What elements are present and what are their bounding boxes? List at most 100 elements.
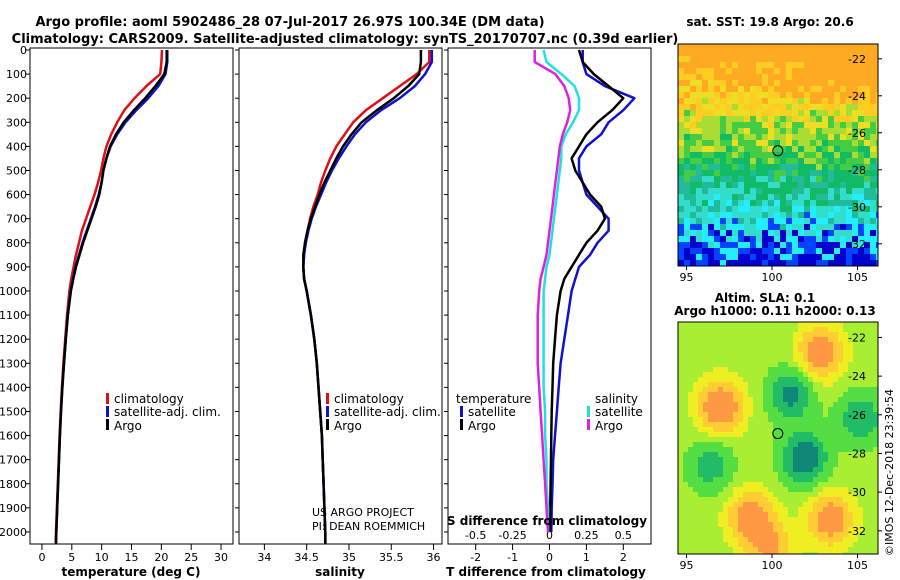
sla-cell — [743, 432, 748, 437]
sla-cell — [833, 552, 838, 554]
sst-cell — [738, 158, 744, 164]
sst-cell — [726, 116, 732, 122]
sla-cell — [863, 552, 868, 554]
sla-cell — [728, 542, 733, 547]
sla-cell — [783, 532, 788, 537]
sla-cell — [773, 457, 778, 462]
sst-cell — [870, 176, 876, 182]
sla-cell — [853, 547, 858, 552]
sla-cell — [723, 502, 728, 507]
sla-cell — [858, 487, 863, 492]
sla-cell — [748, 357, 753, 362]
sst-cell — [696, 170, 702, 176]
sla-cell — [798, 507, 803, 512]
sla-cell — [848, 442, 853, 447]
sst-cell — [840, 56, 846, 62]
sst-cell — [840, 188, 846, 194]
sst-cell — [696, 200, 702, 206]
sla-cell — [823, 542, 828, 547]
sst-cell — [732, 110, 738, 116]
sst-cell — [792, 176, 798, 182]
sla-cell — [713, 422, 718, 427]
sst-cell — [756, 158, 762, 164]
sla-cell — [748, 482, 753, 487]
depth-tick-label: 900 — [6, 261, 27, 274]
sla-cell — [778, 417, 783, 422]
sla-cell — [688, 397, 693, 402]
sla-cell — [788, 487, 793, 492]
sla-cell — [693, 437, 698, 442]
sst-cell — [732, 146, 738, 152]
sst-cell — [708, 140, 714, 146]
sst-cell — [720, 170, 726, 176]
sst-cell — [834, 260, 840, 266]
sst-cell — [816, 230, 822, 236]
temperature-frame — [29, 47, 234, 545]
sst-cell — [732, 212, 738, 218]
sst-cell — [774, 98, 780, 104]
sla-cell — [778, 367, 783, 372]
sla-cell — [778, 452, 783, 457]
sla-cell — [853, 487, 858, 492]
sst-cell — [798, 170, 804, 176]
sla-cell — [718, 332, 723, 337]
sst-cell — [804, 134, 810, 140]
sla-cell — [768, 367, 773, 372]
sst-cell — [816, 110, 822, 116]
sst-cell — [822, 218, 828, 224]
sla-cell — [773, 322, 778, 327]
sst-cell — [720, 86, 726, 92]
sst-cell — [708, 248, 714, 254]
sla-cell — [823, 502, 828, 507]
sla-cell — [778, 422, 783, 427]
sst-cell — [816, 146, 822, 152]
sla-cell — [713, 387, 718, 392]
sst-cell — [762, 182, 768, 188]
sla-cell — [803, 397, 808, 402]
sst-cell — [696, 218, 702, 224]
sst-cell — [864, 236, 870, 242]
sla-cell — [798, 517, 803, 522]
sst-cell — [804, 194, 810, 200]
sst-cell — [816, 128, 822, 134]
sst-cell — [732, 116, 738, 122]
sla-cell — [773, 387, 778, 392]
sst-cell — [822, 230, 828, 236]
sla-cell — [708, 332, 713, 337]
sla-cell — [803, 367, 808, 372]
sst-cell — [690, 86, 696, 92]
sst-cell — [858, 194, 864, 200]
sst-cell — [846, 230, 852, 236]
sla-cell — [843, 352, 848, 357]
sla-cell — [713, 462, 718, 467]
sla-cell — [708, 527, 713, 532]
sst-cell — [720, 182, 726, 188]
sla-cell — [828, 412, 833, 417]
sla-cell — [788, 507, 793, 512]
sla-cell — [843, 427, 848, 432]
sst-cell — [798, 254, 804, 260]
sla-cell — [873, 547, 878, 552]
sst-cell — [678, 260, 684, 266]
depth-tick-label: 400 — [6, 140, 27, 153]
sst-cell — [768, 224, 774, 230]
sla-cell — [828, 337, 833, 342]
sst-cell — [756, 206, 762, 212]
sla-cell — [698, 412, 703, 417]
sst-cell — [858, 206, 864, 212]
sst-cell — [816, 122, 822, 128]
sst-cell — [780, 170, 786, 176]
sla-cell — [718, 452, 723, 457]
sla-cell — [808, 532, 813, 537]
sst-cell — [852, 134, 858, 140]
sst-cell — [732, 164, 738, 170]
sst-cell — [726, 122, 732, 128]
sst-cell — [858, 140, 864, 146]
sst-cell — [870, 62, 876, 68]
sla-cell — [693, 357, 698, 362]
sst-cell — [744, 152, 750, 158]
sla-cell — [788, 532, 793, 537]
sst-cell — [738, 206, 744, 212]
sla-cell — [678, 422, 683, 427]
